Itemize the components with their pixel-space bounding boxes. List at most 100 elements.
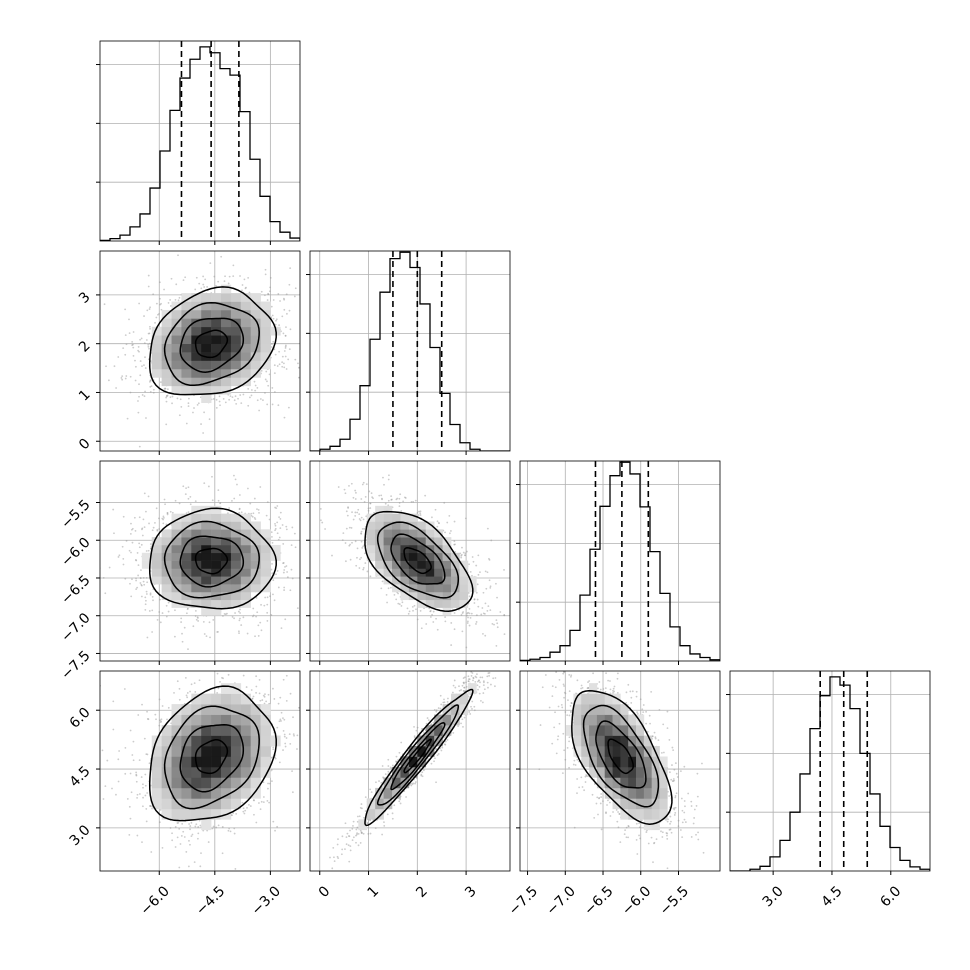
scatter-point [282, 543, 285, 545]
density-cell [221, 293, 232, 302]
scatter-point [247, 387, 250, 390]
scatter-point [270, 346, 273, 348]
density-cell [240, 552, 251, 561]
density-cell [161, 360, 172, 370]
scatter-point [159, 297, 161, 300]
scatter-point [159, 598, 161, 601]
scatter-point [260, 629, 263, 632]
density-cell [451, 552, 460, 561]
density-cell [181, 352, 192, 361]
scatter-point [275, 318, 278, 321]
scatter-point [255, 596, 258, 599]
density-cell [383, 529, 393, 538]
scatter-point [401, 601, 404, 604]
scatter-point [460, 614, 463, 616]
scatter-point [240, 624, 243, 626]
scatter-point [196, 892, 198, 894]
scatter-point [223, 280, 226, 283]
scatter-point [419, 512, 422, 515]
scatter-point [300, 243, 302, 245]
scatter-point [253, 380, 256, 383]
density-cell [221, 599, 232, 608]
scatter-point [466, 622, 469, 624]
density-cell [221, 537, 232, 546]
scatter-point [235, 402, 238, 405]
density-cell [221, 343, 232, 353]
density-cell [260, 360, 271, 370]
scatter-point [538, 637, 540, 639]
density-cell [161, 368, 172, 378]
scatter-point [283, 416, 286, 419]
scatter-point [443, 501, 446, 504]
scatter-point [176, 397, 179, 400]
scatter-point [272, 299, 275, 301]
scatter-point [211, 499, 214, 502]
scatter-point [121, 378, 124, 381]
scatter-point [148, 610, 151, 612]
scatter-point [220, 255, 223, 258]
scatter-point [278, 536, 281, 539]
density-cell [383, 537, 393, 546]
scatter-point [462, 611, 465, 613]
scatter-point [493, 623, 495, 626]
scatter-point [344, 560, 347, 563]
density-cell [181, 560, 192, 569]
scatter-point [280, 627, 283, 630]
scatter-point [256, 399, 259, 402]
scatter-point [151, 631, 154, 633]
density-cell [417, 560, 427, 569]
scatter-point [124, 377, 127, 380]
scatter-point [294, 358, 297, 361]
histogram-panel-0 [96, 40, 301, 245]
scatter-point [151, 609, 154, 612]
scatter-point [146, 710, 148, 713]
density-cell [201, 591, 212, 601]
scatter-point [331, 350, 333, 352]
density-cell [392, 537, 401, 546]
density-cell [240, 584, 251, 593]
density-cell [408, 537, 418, 546]
density-cell [161, 560, 172, 569]
scatter-point [146, 581, 149, 584]
scatter-point [158, 517, 160, 520]
scatter-point [466, 614, 468, 617]
density-cell [400, 584, 410, 593]
scatter-point [143, 364, 145, 367]
density-cell [230, 560, 242, 569]
scatter-point [332, 613, 334, 615]
scatter-point [450, 530, 452, 532]
scatter-point [149, 325, 151, 328]
scatter-point [284, 355, 287, 358]
scatter-point [209, 636, 211, 639]
scatter-point [140, 584, 143, 587]
scatter-point [271, 403, 274, 406]
scatter-point [165, 523, 168, 526]
scatter-point [266, 501, 269, 504]
scatter-point [169, 299, 172, 301]
scatter-point [265, 514, 268, 517]
scatter-point [362, 568, 365, 571]
density-cell [161, 352, 172, 361]
scatter-point [475, 623, 477, 625]
scatter-point [352, 518, 355, 521]
scatter-point [162, 515, 165, 518]
scatter-point [298, 376, 300, 379]
scatter-point [307, 382, 309, 384]
density-cell [240, 343, 251, 353]
density-cell [181, 335, 192, 344]
scatter-point [118, 554, 121, 557]
scatter-point [239, 617, 241, 620]
scatter-point [181, 640, 184, 643]
scatter-point [137, 411, 140, 414]
scatter-point [137, 400, 139, 402]
scatter-point [268, 518, 271, 521]
density-cell [459, 568, 469, 577]
density-cell [425, 591, 435, 601]
scatter-point [461, 630, 464, 633]
scatter-point [260, 290, 263, 293]
scatter-point [158, 281, 161, 284]
scatter-point [271, 562, 273, 565]
density-cell [260, 568, 271, 577]
scatter-point [281, 524, 284, 526]
scatter-point [360, 532, 362, 535]
